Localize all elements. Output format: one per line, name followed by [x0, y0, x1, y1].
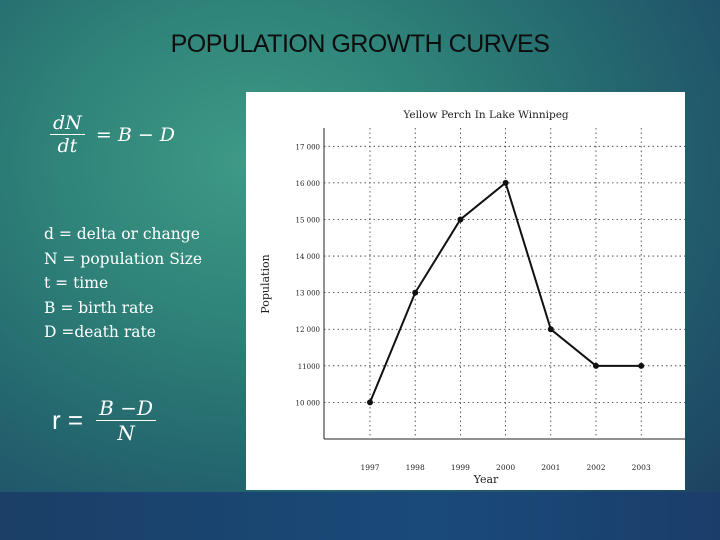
x-tick-label: 1997	[360, 463, 379, 472]
y-tick-label: 13 000	[296, 290, 321, 298]
data-point	[367, 399, 373, 406]
chart-panel: Yellow Perch In Lake Winnipeg 10 000 1100…	[246, 92, 685, 490]
x-tick-label: 1998	[406, 463, 425, 472]
definitions-list: d = delta or change N = population Size …	[44, 222, 202, 345]
rate-denominator: N	[96, 420, 157, 445]
y-tick-label: 17 000	[296, 143, 321, 151]
footer-band	[0, 492, 720, 540]
y-tick-label: 15 000	[296, 216, 321, 224]
y-tick-label: 16 000	[296, 180, 321, 188]
rate-formula: r = B −D N	[52, 396, 157, 445]
data-point	[638, 362, 645, 369]
data-point	[502, 179, 509, 186]
x-axis-label: Year	[473, 473, 499, 486]
y-tick-label: 12 000	[296, 326, 321, 334]
x-tick-label: 2002	[586, 463, 605, 472]
y-tick-label: 10 000	[296, 399, 321, 407]
y-tick-label: 14 000	[296, 253, 321, 261]
x-tick-label: 2000	[496, 463, 515, 472]
x-tick-label: 2003	[632, 463, 651, 472]
rate-lhs: r =	[52, 405, 84, 435]
definition-item: B = birth rate	[44, 298, 154, 317]
differential-equation: dN dt = B − D	[50, 112, 175, 157]
rate-fraction: B −D N	[96, 396, 157, 445]
equation-denominator: dt	[50, 134, 85, 157]
definition-item: t = time	[44, 274, 109, 292]
data-point	[412, 289, 419, 296]
definition-item: d = delta or change	[44, 225, 200, 243]
data-point	[457, 216, 464, 223]
line-chart: Yellow Perch In Lake Winnipeg 10 000 1100…	[259, 109, 685, 486]
y-axis-label: Population	[259, 254, 272, 313]
data-point	[593, 362, 599, 369]
rate-numerator: B −D	[99, 396, 154, 420]
slide-title: POPULATION GROWTH CURVES	[170, 30, 550, 58]
equation-rhs: = B − D	[95, 123, 176, 146]
chart-title: Yellow Perch In Lake Winnipeg	[402, 109, 569, 121]
equation-numerator: dN	[53, 112, 82, 134]
equation-fraction: dN dt	[50, 112, 85, 157]
y-tick-label: 11000	[298, 363, 320, 371]
data-point	[547, 326, 554, 333]
definition-item: D =death rate	[44, 323, 156, 341]
definition-item: N = population Size	[44, 249, 203, 268]
x-tick-label: 2001	[541, 463, 560, 472]
x-tick-label: 1999	[451, 463, 470, 472]
